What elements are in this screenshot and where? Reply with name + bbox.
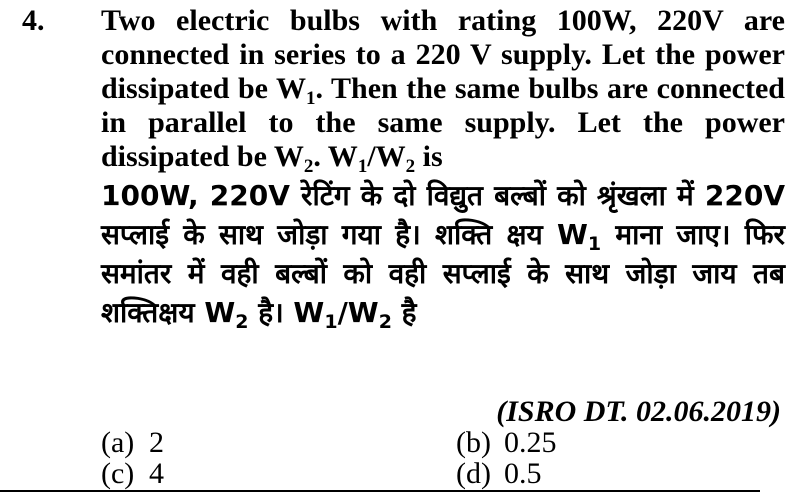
option-a-value: 2 (149, 426, 164, 459)
en-subscript-3: 1 (357, 156, 368, 177)
hi-part-5: है (391, 296, 417, 329)
option-b[interactable]: (b) 0.25 (456, 427, 557, 459)
question-text-english: Two electric bulbs with rating 100W, 220… (101, 4, 785, 177)
option-a[interactable]: (a) 2 (101, 427, 164, 459)
question-text-hindi: 100W, 220V रेटिंग के दो विद्युत बल्बों क… (101, 176, 785, 332)
option-b-value: 0.25 (504, 426, 557, 459)
hi-subscript-1: 1 (587, 233, 602, 255)
en-subscript-4: 2 (405, 156, 416, 177)
bottom-divider (0, 490, 760, 492)
option-c[interactable]: (c) 4 (101, 458, 164, 490)
en-part-2: . Then the same bulbs are connected in p… (101, 72, 785, 173)
option-c-label: (c) (101, 457, 135, 490)
option-a-label: (a) (101, 426, 135, 459)
option-c-value: 4 (149, 457, 164, 490)
hi-subscript-3: 1 (324, 311, 338, 333)
option-d-label: (d) (456, 457, 491, 490)
hi-part-2: माना जाए। फिर समांतर में वही बल्बों को व… (101, 218, 786, 329)
hi-part-1: 100W, 220V रेटिंग के दो विद्युत बल्बों क… (101, 179, 785, 251)
hi-part-4: /W (337, 296, 379, 329)
en-part-3: . W (313, 140, 358, 173)
exam-source: (ISRO DT. 02.06.2019) (496, 395, 781, 428)
en-subscript-2: 2 (303, 156, 314, 177)
hi-subscript-4: 2 (378, 311, 392, 333)
en-part-1: Two electric bulbs with rating 100W, 220… (101, 4, 785, 105)
en-subscript-1: 1 (305, 88, 316, 109)
hi-part-3: है। W (248, 296, 325, 329)
option-b-label: (b) (456, 426, 491, 459)
option-d-value: 0.5 (504, 457, 542, 490)
question-body: Two electric bulbs with rating 100W, 220… (101, 4, 785, 332)
option-d[interactable]: (d) 0.5 (456, 458, 542, 490)
en-part-4: /W (367, 140, 406, 173)
hi-subscript-2: 2 (235, 311, 249, 333)
en-part-5: is (415, 140, 443, 173)
question-number: 4. (22, 4, 45, 37)
